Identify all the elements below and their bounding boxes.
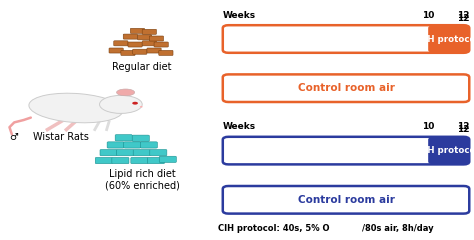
Text: 12: 12 xyxy=(457,122,469,132)
FancyBboxPatch shape xyxy=(100,150,117,156)
Text: Weeks: Weeks xyxy=(223,122,256,132)
FancyBboxPatch shape xyxy=(130,28,145,33)
Text: Wistar Rats: Wistar Rats xyxy=(33,132,89,142)
Ellipse shape xyxy=(117,89,135,96)
FancyBboxPatch shape xyxy=(115,135,132,141)
FancyBboxPatch shape xyxy=(114,41,128,46)
FancyBboxPatch shape xyxy=(147,157,164,164)
FancyBboxPatch shape xyxy=(159,50,173,55)
FancyBboxPatch shape xyxy=(159,156,176,162)
FancyBboxPatch shape xyxy=(142,41,156,46)
Text: 12: 12 xyxy=(457,125,469,134)
FancyBboxPatch shape xyxy=(147,48,161,53)
FancyBboxPatch shape xyxy=(150,150,167,156)
FancyBboxPatch shape xyxy=(95,157,112,164)
Text: Regular diet: Regular diet xyxy=(112,62,172,72)
FancyBboxPatch shape xyxy=(112,157,129,164)
Text: Control room air: Control room air xyxy=(298,83,394,93)
Ellipse shape xyxy=(29,93,123,123)
Circle shape xyxy=(132,102,138,105)
Text: CIH protocol: CIH protocol xyxy=(419,146,474,155)
FancyBboxPatch shape xyxy=(428,25,469,53)
FancyBboxPatch shape xyxy=(121,50,135,55)
FancyBboxPatch shape xyxy=(124,142,141,148)
FancyBboxPatch shape xyxy=(133,49,147,54)
FancyBboxPatch shape xyxy=(137,35,152,40)
FancyBboxPatch shape xyxy=(149,36,164,41)
FancyBboxPatch shape xyxy=(132,135,149,141)
FancyBboxPatch shape xyxy=(131,157,148,164)
FancyBboxPatch shape xyxy=(223,137,469,164)
Text: 12: 12 xyxy=(457,11,469,20)
FancyBboxPatch shape xyxy=(128,42,142,47)
Ellipse shape xyxy=(100,96,142,114)
Text: 12: 12 xyxy=(457,14,469,23)
Text: Weeks: Weeks xyxy=(223,11,256,20)
FancyBboxPatch shape xyxy=(109,48,123,53)
Text: /80s air, 8h/day: /80s air, 8h/day xyxy=(362,224,433,233)
FancyBboxPatch shape xyxy=(140,142,157,148)
Circle shape xyxy=(140,106,143,108)
FancyBboxPatch shape xyxy=(223,186,469,214)
FancyBboxPatch shape xyxy=(107,142,124,148)
Text: ♂: ♂ xyxy=(9,132,18,142)
FancyBboxPatch shape xyxy=(133,150,150,156)
Text: 10: 10 xyxy=(422,122,434,132)
FancyBboxPatch shape xyxy=(142,29,156,34)
Text: CIH protocol: 40s, 5% O: CIH protocol: 40s, 5% O xyxy=(218,224,329,233)
FancyBboxPatch shape xyxy=(117,150,134,156)
Text: CIH protocol: CIH protocol xyxy=(419,35,474,43)
Text: 10: 10 xyxy=(422,11,434,20)
Text: Control room air: Control room air xyxy=(298,195,394,205)
FancyBboxPatch shape xyxy=(223,74,469,102)
FancyBboxPatch shape xyxy=(428,137,469,164)
Text: Lipid rich diet
(60% enriched): Lipid rich diet (60% enriched) xyxy=(105,169,180,191)
FancyBboxPatch shape xyxy=(154,42,168,47)
FancyBboxPatch shape xyxy=(123,34,137,39)
FancyBboxPatch shape xyxy=(223,25,469,53)
